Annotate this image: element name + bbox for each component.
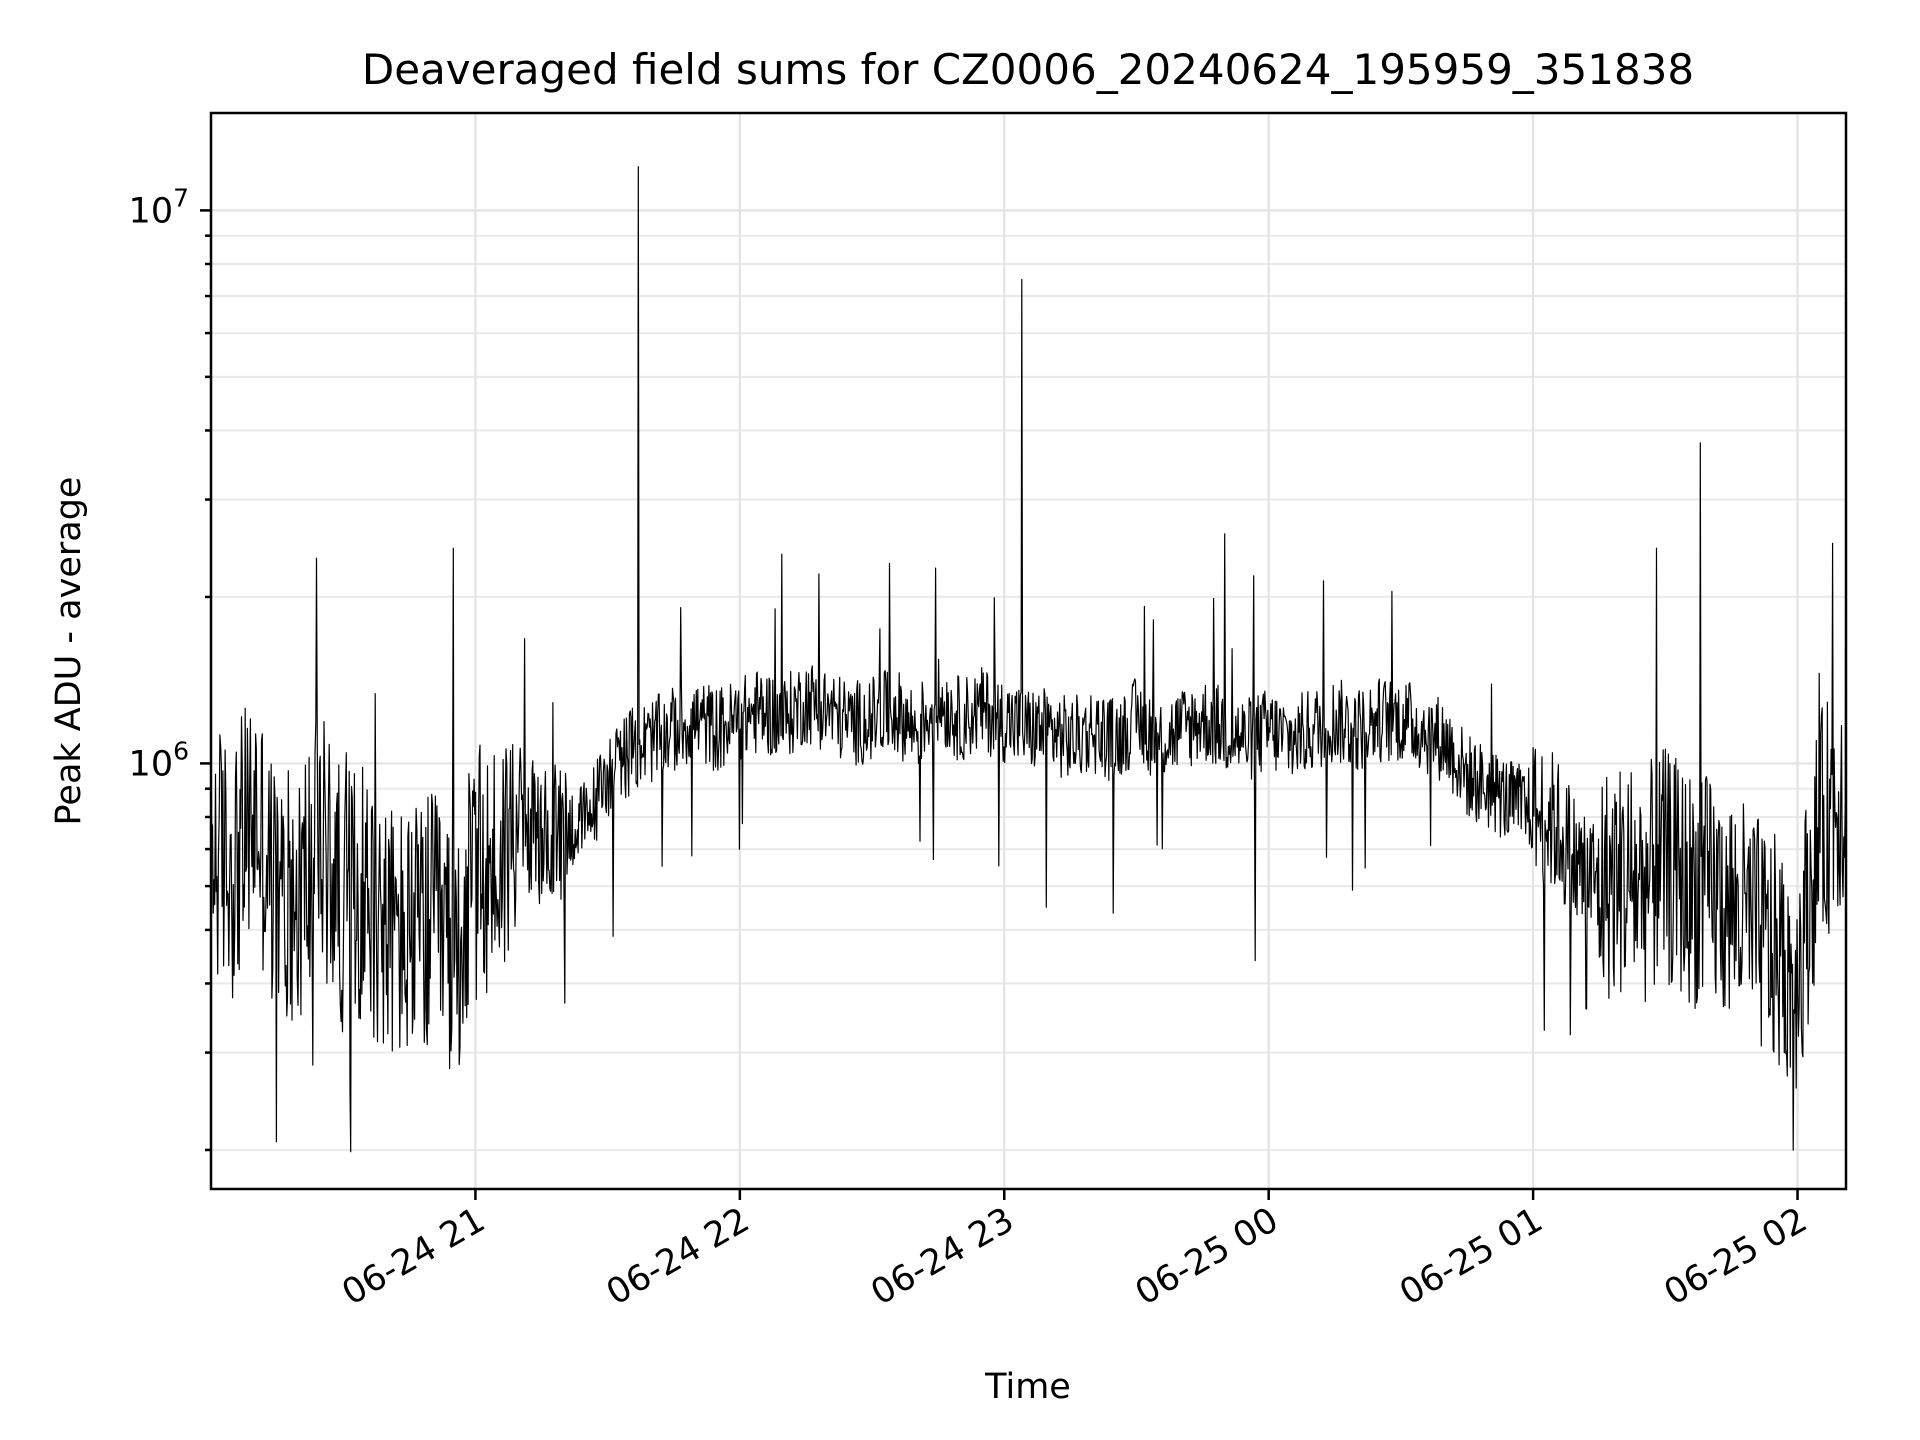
grid [211, 113, 1846, 1189]
chart-title: Deaveraged field sums for CZ0006_2024062… [362, 45, 1694, 94]
x-axis-label: Time [984, 1367, 1071, 1407]
plot-frame [209, 111, 1848, 1191]
y-axis-label: Peak ADU - average [49, 477, 89, 826]
data-layer [210, 166, 1847, 1153]
y-tick-label-base: 10 [129, 744, 174, 784]
y-tick-label: 107 [129, 183, 189, 231]
y-tick-label-exponent: 6 [173, 736, 189, 765]
y-tick-label-base: 10 [129, 191, 174, 231]
y-tick-label: 106 [129, 736, 189, 784]
series-line [210, 166, 1847, 1153]
y-tick-label-exponent: 7 [173, 183, 189, 212]
